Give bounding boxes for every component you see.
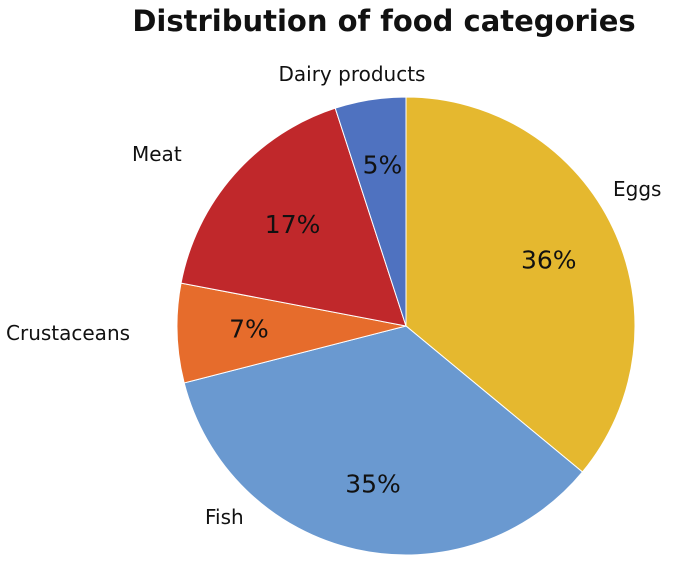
percent-label-fish: 35% bbox=[345, 470, 401, 499]
percent-labels: 36% 35% 7% 17% 5% bbox=[229, 151, 577, 499]
slice-fish bbox=[183, 325, 584, 556]
category-label-fish: Fish bbox=[205, 505, 244, 529]
chart-title: Distribution of food categories bbox=[132, 4, 635, 38]
percent-label-dairy-products: 5% bbox=[363, 151, 403, 180]
category-label-eggs: Eggs bbox=[613, 177, 661, 201]
percent-label-crustaceans: 7% bbox=[229, 315, 269, 344]
category-label-dairy-products: Dairy products bbox=[279, 62, 426, 86]
slice-meat bbox=[180, 107, 407, 327]
category-label-crustaceans: Crustaceans bbox=[6, 321, 130, 345]
percent-label-eggs: 36% bbox=[521, 246, 577, 275]
slice-eggs bbox=[405, 96, 636, 473]
category-labels: Eggs Fish Crustaceans Meat Dairy products bbox=[6, 62, 661, 529]
percent-label-meat: 17% bbox=[265, 210, 321, 239]
slice-dairy-products bbox=[334, 96, 407, 327]
pie-slices bbox=[176, 96, 636, 556]
category-label-meat: Meat bbox=[132, 142, 182, 166]
